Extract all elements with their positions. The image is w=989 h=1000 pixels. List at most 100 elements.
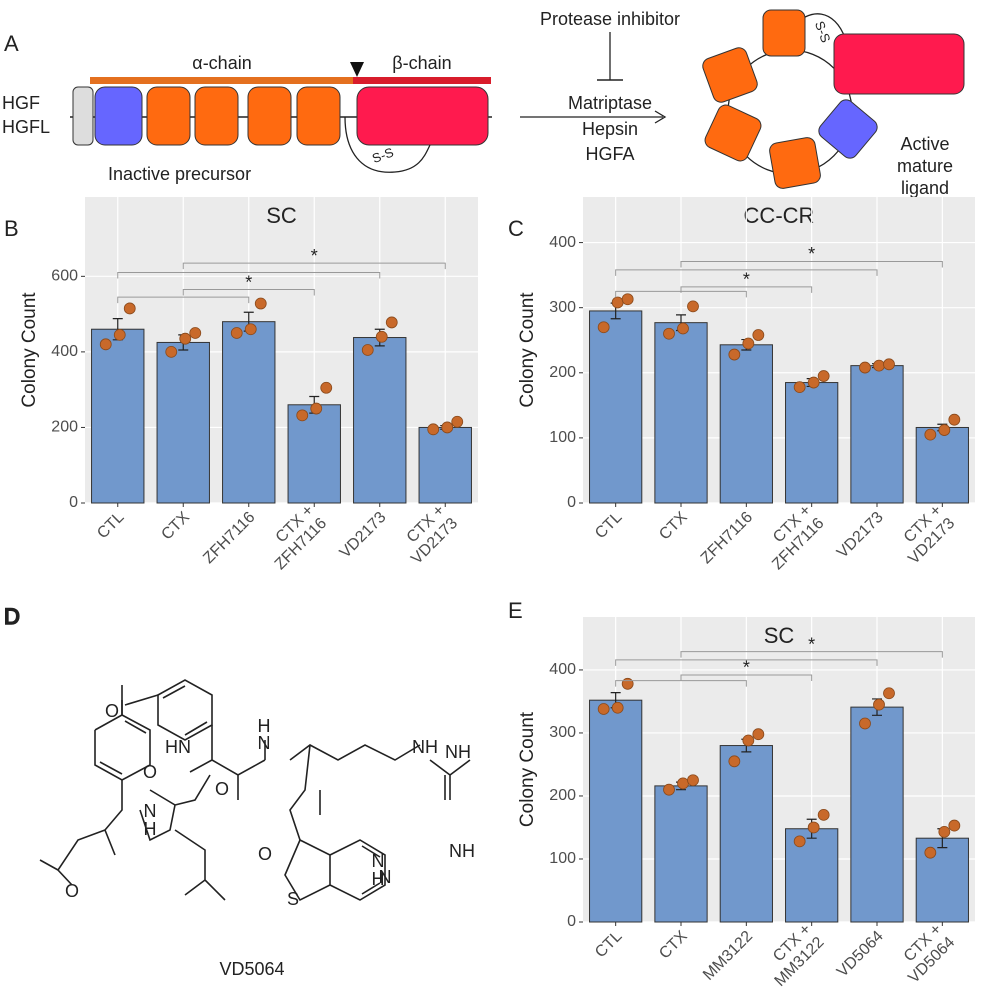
data-point <box>663 783 675 796</box>
data-point <box>310 402 323 415</box>
data-point <box>948 819 961 832</box>
y-tick-label: 100 <box>549 429 576 446</box>
data-point <box>687 774 699 787</box>
ring <box>284 838 386 902</box>
significance-star: * <box>808 244 815 264</box>
x-tick-label: CTL <box>94 509 127 542</box>
data-point <box>924 846 937 859</box>
domain <box>194 86 239 146</box>
data-point <box>817 808 830 821</box>
bond <box>39 774 211 886</box>
data-point <box>441 421 454 434</box>
data-point <box>611 296 624 309</box>
ligand-label: HGFL <box>2 117 50 137</box>
data-point <box>793 835 806 848</box>
y-tick-label: 200 <box>549 364 576 381</box>
data-point <box>859 361 871 374</box>
data-point <box>254 297 267 310</box>
compound-label: VD5064 <box>219 959 284 979</box>
panel-letter: A <box>4 31 19 56</box>
panel-letter: B <box>4 216 19 241</box>
disulfide-loop <box>344 116 431 173</box>
domain <box>356 86 489 146</box>
domain <box>146 86 191 146</box>
bar <box>785 382 839 504</box>
data-point <box>677 777 689 790</box>
x-tick-label: CTX +VD5064 <box>892 921 958 987</box>
plot-background <box>85 197 478 503</box>
significance-star: * <box>245 272 252 292</box>
bar <box>850 706 904 923</box>
panel-letter: C <box>508 216 524 241</box>
x-tick-label: CTX <box>656 509 691 544</box>
atom-label: N <box>372 851 385 871</box>
data-point <box>189 327 202 339</box>
data-point <box>938 424 951 436</box>
data-point <box>320 381 333 394</box>
x-tick-label: CTX <box>158 509 193 544</box>
data-point <box>677 322 689 335</box>
data-point <box>165 345 178 358</box>
significance-star: * <box>743 270 750 290</box>
significance-bracket <box>680 286 813 293</box>
ligand-label: HGF <box>2 93 40 113</box>
domain <box>247 86 292 146</box>
bond <box>174 744 421 901</box>
x-tick-label: CTX +ZFH7116 <box>259 502 330 573</box>
data-point <box>244 323 257 336</box>
domain <box>702 47 758 103</box>
y-axis-label: Colony Count <box>517 711 538 827</box>
atom-label: N <box>258 733 271 753</box>
bar <box>785 828 839 923</box>
atom-label: NH <box>449 841 475 861</box>
y-tick-label: 400 <box>549 234 576 251</box>
bar <box>222 321 276 504</box>
data-point <box>873 698 885 711</box>
chart-title: SC <box>764 623 795 648</box>
domain <box>769 137 821 189</box>
significance-bracket <box>680 674 813 681</box>
data-point <box>361 344 374 356</box>
chart-title: SC <box>266 203 297 228</box>
panel-a: A α-chain β-chain HGF HGFL S-S Inactive … <box>2 9 965 198</box>
data-point <box>123 302 136 315</box>
significance-bracket <box>182 289 315 296</box>
data-point <box>948 413 961 426</box>
data-point <box>752 728 765 741</box>
inhibitor-label: Protease inhibitor <box>540 9 680 29</box>
y-tick-label: 100 <box>549 850 576 867</box>
data-point <box>883 358 895 371</box>
significance-star: * <box>743 658 750 678</box>
y-tick-label: 300 <box>549 724 576 741</box>
domain <box>833 33 965 95</box>
bar <box>353 337 407 504</box>
atom-label: O <box>65 881 79 901</box>
panel-letter: E <box>508 598 523 623</box>
y-tick-label: 400 <box>549 661 576 678</box>
data-point <box>113 328 126 341</box>
protease-label: HGFA <box>585 144 634 164</box>
data-point <box>793 381 806 394</box>
bar <box>156 341 210 504</box>
bar <box>719 745 773 923</box>
data-point <box>621 677 634 690</box>
data-point <box>385 316 398 329</box>
data-point <box>375 330 388 343</box>
plot-background <box>583 617 975 922</box>
y-tick-label: 0 <box>567 913 576 930</box>
significance-star: * <box>808 634 815 654</box>
bar <box>91 328 145 504</box>
x-tick-label: CTX +ZFH7116 <box>756 502 827 573</box>
data-point <box>99 338 112 351</box>
atom-label: H <box>144 819 157 839</box>
data-point <box>451 415 464 428</box>
data-point <box>296 409 309 422</box>
atom-label: O <box>215 779 229 799</box>
significance-bracket <box>615 659 878 666</box>
data-point <box>230 327 243 339</box>
significance-bracket <box>615 269 878 276</box>
data-point <box>611 701 624 714</box>
x-tick-label: CTL <box>592 509 625 542</box>
data-point <box>728 755 741 768</box>
domain <box>296 86 341 146</box>
